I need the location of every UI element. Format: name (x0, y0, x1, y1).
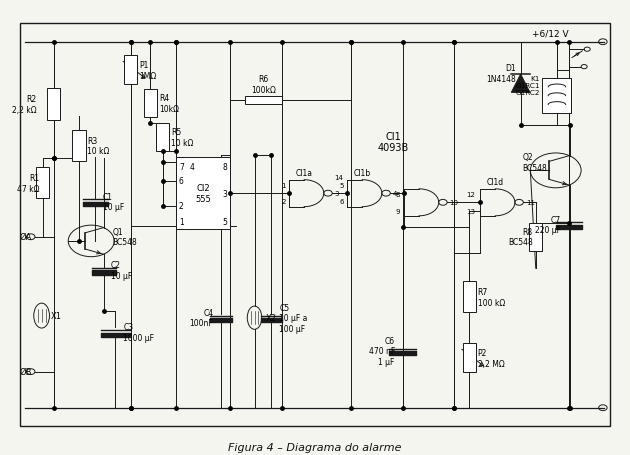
Text: 3: 3 (222, 189, 227, 198)
Bar (462, 282, 476, 313)
Text: 7: 7 (179, 162, 184, 172)
Text: 2: 2 (281, 199, 285, 205)
Text: C1
10 μF: C1 10 μF (103, 192, 124, 212)
Text: 4: 4 (392, 191, 397, 197)
Text: +6/12 V: +6/12 V (532, 30, 568, 39)
Bar (144, 90, 157, 118)
Text: 13: 13 (466, 208, 476, 214)
Text: CI2
555: CI2 555 (195, 184, 211, 203)
Text: 2: 2 (179, 202, 184, 211)
Text: 12: 12 (467, 192, 476, 197)
Text: R4
10kΩ: R4 10kΩ (159, 94, 179, 114)
Bar (124, 56, 137, 85)
Text: 5: 5 (339, 182, 343, 188)
Text: X1: X1 (50, 311, 62, 320)
Text: P2
2,2 MΩ: P2 2,2 MΩ (478, 349, 505, 368)
Text: R2
2,2 kΩ: R2 2,2 kΩ (12, 95, 37, 114)
Text: R8
BC548: R8 BC548 (508, 228, 533, 247)
Bar (176, 157, 231, 230)
Text: C6
470 nF
1 μF: C6 470 nF 1 μF (369, 336, 395, 366)
Bar (47, 89, 60, 120)
Bar (72, 131, 86, 162)
Text: R6
100kΩ: R6 100kΩ (251, 75, 276, 94)
Text: CI1b: CI1b (353, 168, 370, 177)
Text: C3
1000 μF: C3 1000 μF (123, 323, 154, 342)
Polygon shape (512, 75, 530, 93)
Bar (529, 223, 542, 251)
Text: R3
10 kΩ: R3 10 kΩ (87, 136, 110, 156)
Text: 4: 4 (189, 162, 194, 172)
Text: P1
1MΩ: P1 1MΩ (140, 61, 157, 81)
Text: C2
10 μF: C2 10 μF (111, 261, 132, 280)
Bar (462, 344, 476, 373)
Text: CI1
4093B: CI1 4093B (378, 131, 410, 153)
Text: X2: X2 (265, 313, 277, 323)
Bar (36, 168, 50, 199)
Text: 10: 10 (450, 200, 459, 206)
Text: CI1a: CI1a (295, 168, 312, 177)
Text: R1
47 kΩ: R1 47 kΩ (17, 174, 40, 193)
Text: 3: 3 (335, 191, 339, 197)
Text: Figura 4 – Diagrama do alarme: Figura 4 – Diagrama do alarme (228, 442, 402, 452)
Text: ØB: ØB (20, 367, 32, 376)
Text: D1
1N4148: D1 1N4148 (486, 64, 516, 83)
Bar (542, 79, 571, 114)
Text: K1
G1RC1
G1RC2: K1 G1RC1 G1RC2 (515, 76, 540, 96)
Text: C4
100nF: C4 100nF (190, 308, 214, 328)
Text: 6: 6 (339, 199, 343, 205)
Text: 11: 11 (526, 200, 535, 206)
Text: 1: 1 (281, 182, 285, 188)
Text: 1: 1 (179, 217, 184, 227)
Text: Q2
BC548: Q2 BC548 (522, 153, 547, 172)
Text: 14: 14 (335, 175, 343, 181)
Text: 6: 6 (179, 177, 184, 186)
Text: 8: 8 (222, 162, 227, 172)
Text: Q1
BC548: Q1 BC548 (112, 228, 137, 247)
Text: 9: 9 (396, 208, 401, 214)
Text: C7
220 μF: C7 220 μF (535, 215, 561, 234)
Text: C5
10 μF a
100 μF: C5 10 μF a 100 μF (279, 303, 307, 333)
Bar (156, 124, 169, 152)
Text: 5: 5 (222, 217, 227, 227)
Text: R5
10 kΩ: R5 10 kΩ (171, 128, 193, 147)
Text: ØA: ØA (20, 233, 32, 242)
Text: CI1d: CI1d (486, 177, 504, 186)
Text: R7
100 kΩ: R7 100 kΩ (478, 288, 505, 307)
Text: 8: 8 (396, 192, 401, 197)
Bar (246, 97, 282, 104)
